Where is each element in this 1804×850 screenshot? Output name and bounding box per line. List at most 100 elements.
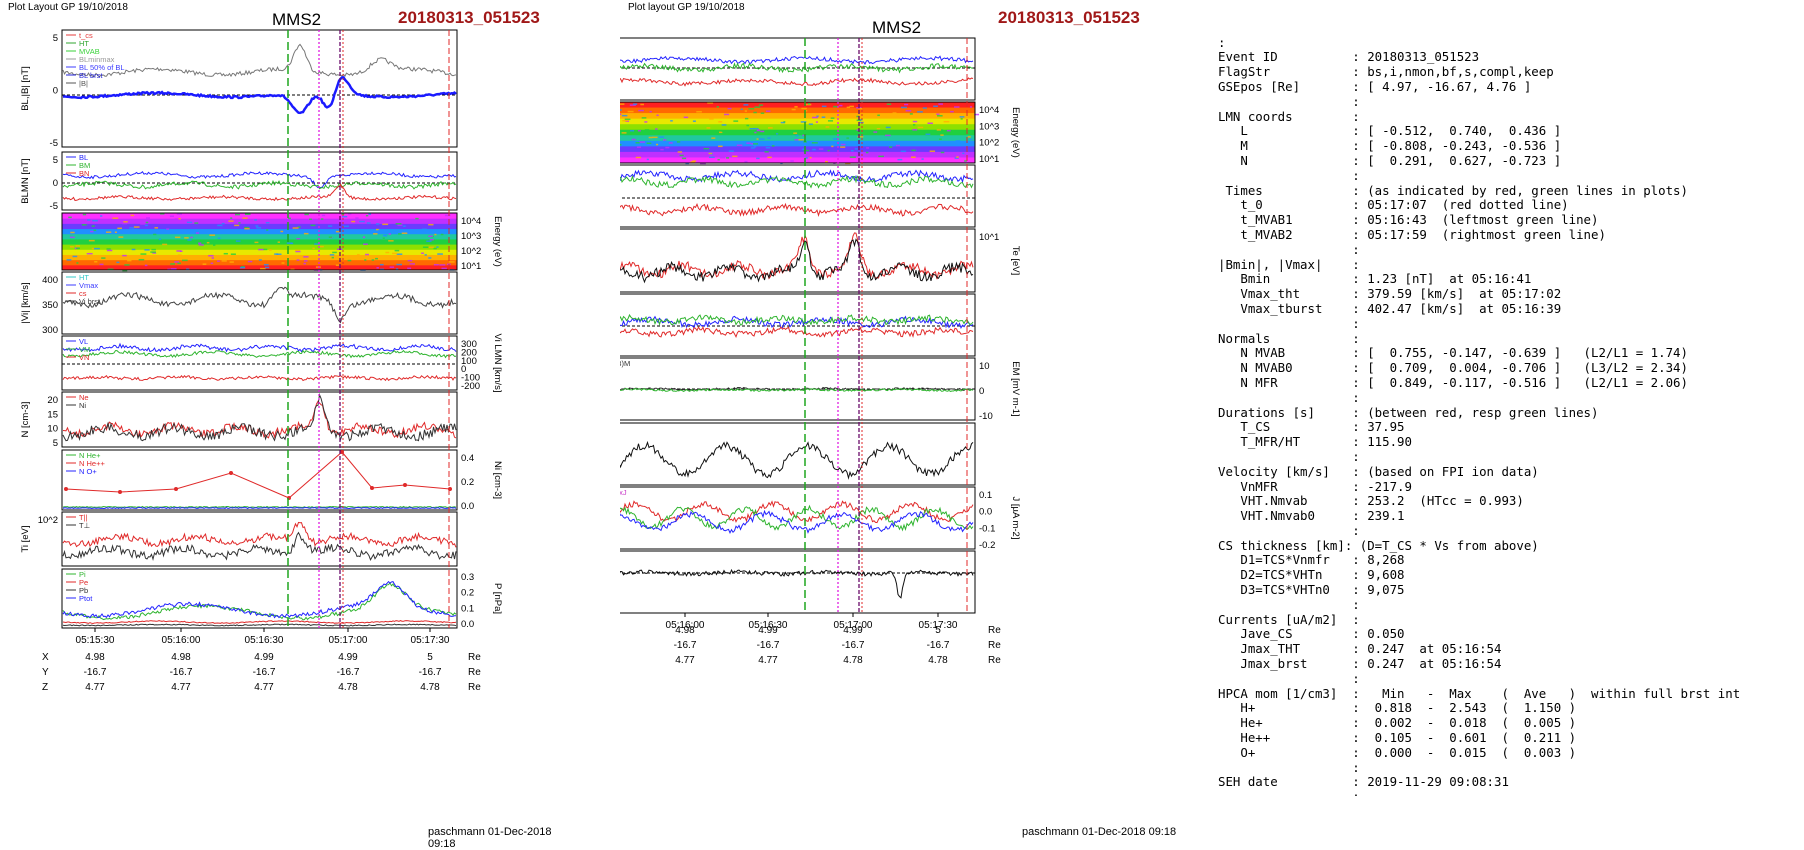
spectrogram-pixel: [865, 151, 869, 154]
spectrogram-pixel: [296, 259, 300, 261]
spectrogram-pixel: [258, 248, 264, 251]
spectrogram-pixel: [621, 114, 628, 117]
legend-entry: BL: [79, 153, 88, 162]
spectrogram-pixel: [624, 118, 631, 121]
spectrogram-pixel: [895, 144, 900, 147]
spectrogram-band: [620, 135, 975, 142]
spectrogram-pixel: [109, 240, 115, 242]
spectrogram-pixel: [927, 122, 933, 125]
spectrogram-pixel: [365, 214, 369, 217]
position-value: 4.78: [338, 682, 358, 693]
spectrogram-pixel: [621, 132, 627, 134]
summary-line: VHT.Nmvab : 253.2 (HTcc = 0.993): [1218, 493, 1524, 509]
legend-entry: T⊥: [79, 521, 91, 530]
spectrogram-pixel: [158, 230, 163, 232]
spectrogram-pixel: [396, 263, 402, 266]
spectrogram-pixel: [733, 120, 739, 122]
summary-line: Currents [uA/m2] :: [1218, 611, 1360, 627]
series-trace: [620, 62, 974, 74]
spectrogram-pixel: [648, 136, 653, 139]
series-trace: [620, 313, 974, 326]
spectrogram-pixel: [709, 156, 715, 159]
spectrogram-pixel: [254, 241, 259, 244]
spectrogram-pixel: [223, 252, 228, 255]
spectrogram-pixel: [726, 157, 730, 159]
spectrogram-pixel: [194, 222, 199, 224]
x-tick-label: 05:17:30: [919, 620, 958, 631]
position-value: -16.7: [674, 640, 697, 651]
spectrogram-band: [620, 113, 975, 120]
spectrogram-pixel: [939, 138, 942, 140]
position-value: -16.7: [842, 640, 865, 651]
panel-frame: [620, 101, 976, 164]
spectrogram-pixel: [644, 129, 650, 131]
spectrogram-pixel: [900, 150, 907, 153]
spectrogram-pixel: [637, 130, 641, 132]
series-trace: [620, 500, 974, 524]
summary-line: :: [1218, 241, 1360, 257]
spectrogram-pixel: [720, 114, 727, 117]
spectrogram-pixel: [866, 147, 870, 149]
spectrogram-pixel: [379, 263, 384, 266]
spectrogram-pixel: [365, 253, 369, 256]
middle-footer: paschmann 01-Dec-2018 09:18: [1022, 826, 1177, 838]
spectrogram-pixel: [320, 218, 324, 220]
spectrogram-pixel: [812, 148, 816, 151]
spectrogram-band: [62, 238, 457, 245]
spectrogram-pixel: [368, 213, 372, 215]
x-axis: 05:15:3005:16:0005:16:3005:17:0005:17:30…: [666, 613, 1001, 666]
spectrogram-pixel: [407, 267, 412, 270]
y-tick-label: 0.2: [461, 477, 474, 488]
summary-line: N MVAB : [ 0.755, -0.147, -0.639 ] (L2/L…: [1218, 345, 1688, 361]
spectrogram-pixel: [765, 110, 771, 112]
spectrogram-pixel: [91, 225, 95, 227]
spectrogram-pixel: [170, 263, 176, 265]
spectrogram-pixel: [736, 144, 743, 147]
spectrogram-pixel: [754, 131, 757, 134]
spectrogram-pixel: [198, 244, 204, 246]
spectrogram-pixel: [130, 214, 135, 217]
panel-7: 0.200.150.100.05|J| [µA m-2]|J|: [620, 422, 976, 486]
spectrogram-pixel: [690, 161, 695, 163]
panel-5: 20-2ELMN [mV m-1]ELEMEN: [620, 293, 976, 357]
position-row-label: X: [42, 652, 49, 663]
legend-entry: t_cs: [79, 31, 93, 40]
spectrogram-pixel: [660, 148, 664, 151]
spectrogram-pixel: [235, 240, 241, 242]
summary-line: t_0 : 05:17:07 (red dotted line): [1218, 197, 1569, 213]
spectrogram-pixel: [964, 160, 967, 162]
spectrogram-pixel: [202, 263, 207, 265]
spectrogram-pixel: [150, 251, 156, 253]
spectrogram-band: [620, 124, 975, 131]
spectrogram-pixel: [746, 124, 750, 127]
spectrogram-pixel: [859, 121, 864, 124]
position-unit: Re: [988, 625, 1001, 636]
spectrogram-pixel: [186, 221, 193, 224]
series-trace: [62, 286, 457, 324]
position-value: 5: [427, 652, 433, 663]
spectrogram-pixel: [746, 142, 751, 144]
position-value: 4.99: [843, 625, 863, 636]
spectrogram-pixel: [427, 231, 432, 234]
spectrogram-pixel: [960, 118, 963, 120]
spectrogram-pixel: [76, 247, 80, 250]
y-tick-label: 10^2: [979, 138, 999, 149]
legend-entry: N He++: [79, 459, 105, 468]
summary-line: :: [1218, 93, 1360, 109]
spectrogram-pixel: [351, 220, 356, 223]
spectrogram-pixel: [303, 232, 309, 235]
spectrogram-pixel: [132, 228, 138, 231]
spectrogram-pixel: [649, 110, 652, 113]
spectrogram-pixel: [87, 219, 91, 221]
spectrogram-pixel: [840, 146, 846, 148]
spectrogram-pixel: [885, 134, 891, 137]
y-axis-label: BL,|B| [nT]: [20, 66, 31, 111]
spectrogram-pixel: [394, 249, 400, 252]
summary-line: H+ : 0.818 - 2.543 ( 1.150 ): [1218, 700, 1577, 716]
spectrogram-pixel: [636, 146, 642, 148]
legend-entry: BM: [79, 161, 90, 170]
spectrogram-pixel: [428, 257, 432, 259]
spectrogram-pixel: [622, 119, 629, 122]
spectrogram-pixel: [700, 130, 704, 133]
